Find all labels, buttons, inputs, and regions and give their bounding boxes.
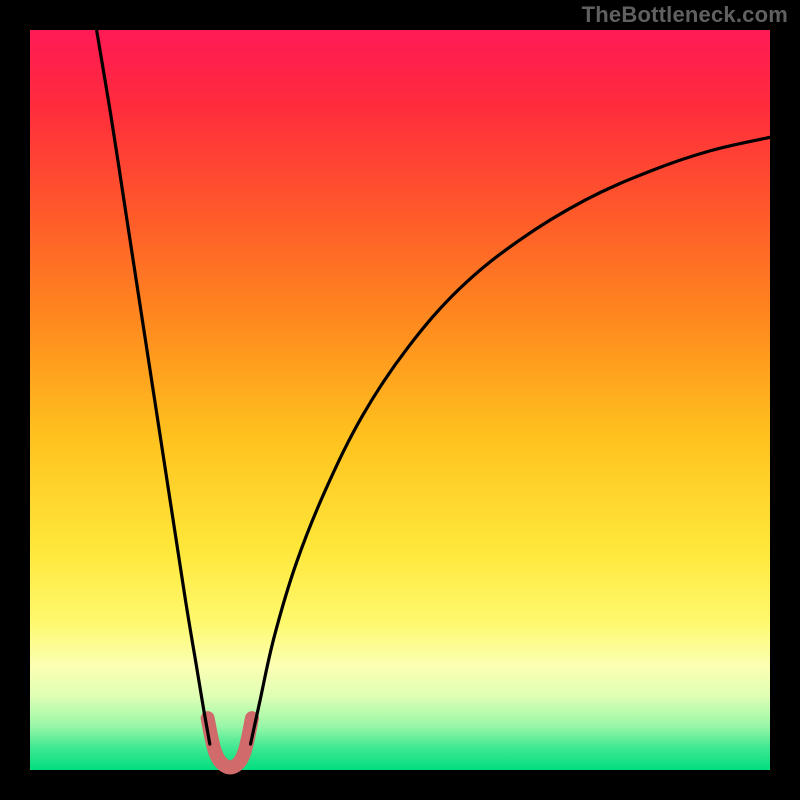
bottleneck-chart (0, 0, 800, 800)
gradient-plot-area (30, 30, 770, 770)
chart-stage: TheBottleneck.com (0, 0, 800, 800)
watermark-text: TheBottleneck.com (582, 2, 788, 28)
